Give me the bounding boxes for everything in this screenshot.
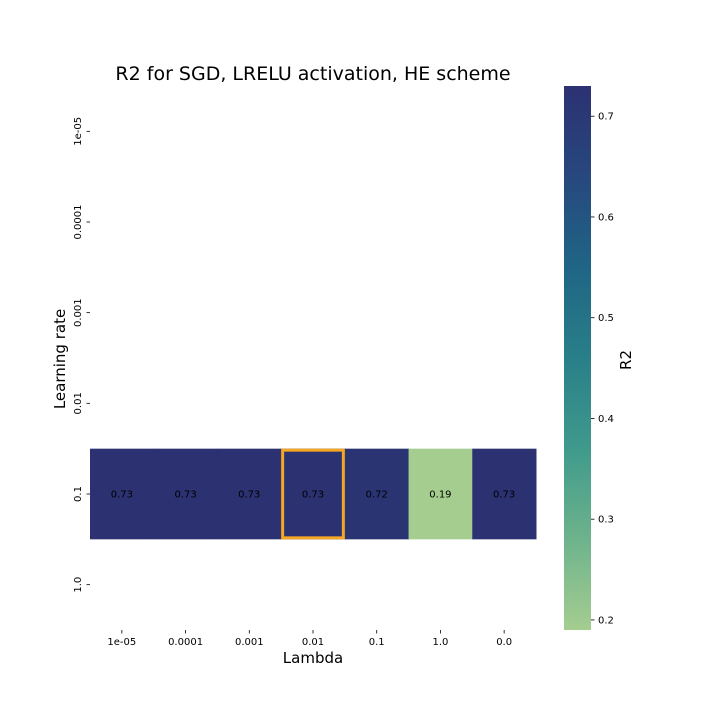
chart-title: R2 for SGD, LRELU activation, HE scheme: [115, 63, 510, 85]
y-tick-label: 0.01: [73, 392, 84, 414]
cell-value-label: 0.73: [302, 490, 324, 501]
x-tick-label: 1e-05: [107, 637, 136, 648]
colorbar-tick-label: 0.6: [598, 212, 614, 223]
x-tick-label: 0.0: [496, 637, 512, 648]
heatmap-cell: [408, 448, 473, 540]
y-tick-label: 1e-05: [73, 117, 84, 146]
y-tick-label: 0.001: [73, 298, 84, 327]
cell-value-label: 0.72: [366, 490, 388, 501]
colorbar: 0.2 0.3 0.4 0.5 0.6 0.7 R2: [564, 86, 635, 630]
heatmap-cell: [90, 448, 155, 540]
colorbar-tick-label: 0.4: [598, 414, 614, 425]
colorbar-tick-label: 0.3: [598, 515, 614, 526]
heatmap-cell: [153, 448, 218, 540]
heatmap-cell-labels: 0.73 0.73 0.73 0.73 0.72 0.19 0.73: [111, 490, 516, 501]
y-tick-label: 0.0001: [73, 205, 84, 240]
x-axis-label: Lambda: [283, 649, 343, 667]
cell-value-label: 0.73: [111, 490, 133, 501]
heatmap-cell: [281, 448, 346, 540]
heatmap-cell: [344, 448, 410, 540]
cell-value-label: 0.19: [429, 490, 451, 501]
colorbar-gradient: [564, 86, 591, 630]
x-axis-ticks: 1e-05 0.0001 0.001 0.01 0.1 1.0 0.0: [107, 630, 512, 648]
y-axis-ticks: 1e-05 0.0001 0.001 0.01 0.1 1.0: [73, 117, 90, 593]
colorbar-label: R2: [617, 350, 635, 370]
y-tick-label: 1.0: [73, 577, 84, 593]
x-tick-label: 0.01: [302, 637, 324, 648]
cell-value-label: 0.73: [493, 490, 515, 501]
colorbar-ticks: 0.2 0.3 0.4 0.5 0.6 0.7: [591, 112, 614, 626]
cell-value-label: 0.73: [174, 490, 196, 501]
best-cell-highlight: [281, 448, 345, 540]
x-tick-label: 0.0001: [168, 637, 203, 648]
heatmap-cell: [472, 448, 537, 540]
colorbar-tick-label: 0.5: [598, 313, 614, 324]
y-tick-label: 0.1: [73, 486, 84, 502]
heatmap-cell: [217, 448, 282, 540]
colorbar-tick-label: 0.2: [598, 615, 614, 626]
heatmap-cells: [90, 448, 537, 540]
x-tick-label: 1.0: [432, 637, 448, 648]
colorbar-tick-label: 0.7: [598, 112, 614, 123]
y-axis-label: Learning rate: [51, 309, 69, 409]
x-tick-label: 0.001: [235, 637, 264, 648]
cell-value-label: 0.73: [238, 490, 260, 501]
x-tick-label: 0.1: [369, 637, 385, 648]
